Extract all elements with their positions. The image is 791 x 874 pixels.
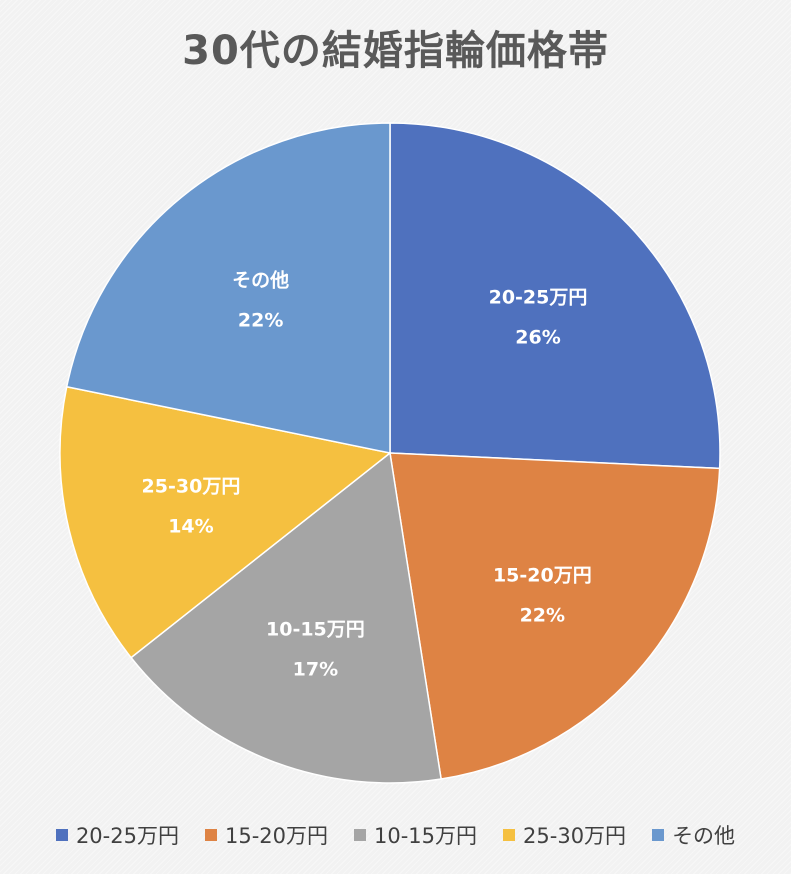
legend-swatch <box>204 829 217 841</box>
legend-label: 25-30万円 <box>523 824 627 848</box>
pie-slice-3 <box>130 451 442 784</box>
legend-item: 10-15万円 <box>354 820 477 850</box>
slice-label-percent: 17% <box>293 659 338 681</box>
slice-label-category: 25-30万円 <box>142 475 241 497</box>
legend-label: 20-25万円 <box>75 824 179 848</box>
slice-label-category: その他 <box>232 268 289 291</box>
legend-swatch <box>652 829 665 841</box>
legend-item: 15-20万円 <box>204 820 328 850</box>
slice-label-category: 15-20万円 <box>493 565 592 587</box>
slice-label-percent: 26% <box>515 327 560 349</box>
slice-label-percent: 14% <box>168 515 213 537</box>
chart-legend: 20-25万円 15-20万円 10-15万円 25-30万円 その他 <box>0 818 791 852</box>
legend-swatch <box>503 829 516 841</box>
slice-label-percent: 22% <box>238 309 283 331</box>
slice-label-category: 10-15万円 <box>266 619 365 641</box>
slice-label-percent: 22% <box>520 605 565 627</box>
pie-slice-2 <box>389 452 721 780</box>
pie-slice-1 <box>389 122 721 470</box>
slice-label-category: 20-25万円 <box>489 287 588 309</box>
pie-slice-5 <box>65 122 391 454</box>
legend-label: 15-20万円 <box>224 824 328 848</box>
legend-label: 10-15万円 <box>374 824 478 848</box>
legend-item: その他 <box>652 820 735 850</box>
legend-swatch <box>55 829 68 841</box>
legend-label: その他 <box>672 824 736 848</box>
chart-title: 30代の結婚指輪価格帯 <box>182 28 609 74</box>
pie-slice-4 <box>59 385 392 659</box>
legend-item: 25-30万円 <box>503 820 626 850</box>
legend-swatch <box>354 829 366 841</box>
legend-item: 20-25万円 <box>55 820 179 850</box>
